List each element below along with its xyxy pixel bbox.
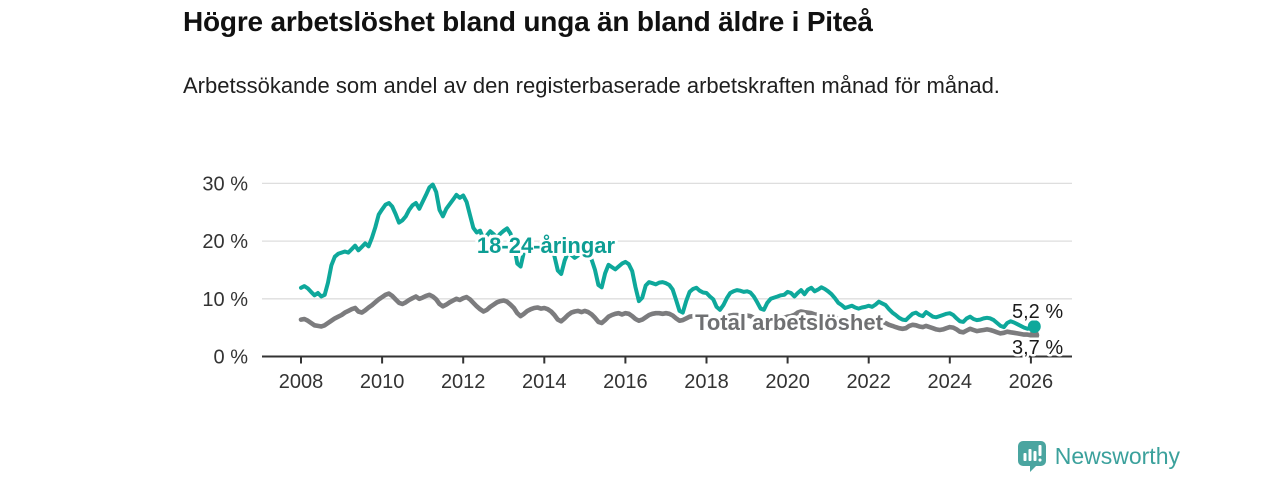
series-line-total [298, 291, 1037, 338]
x-axis-tick-label: 2018 [684, 371, 729, 393]
series-end-dot-total [1029, 330, 1040, 341]
brand-name: Newsworthy [1054, 442, 1180, 469]
x-axis-tick-label: 2008 [279, 371, 324, 393]
chart-title: Högre arbetslöshet bland unga än bland ä… [183, 6, 873, 37]
newsworthy-logo[interactable]: Newsworthy [1017, 440, 1180, 472]
x-axis-tick-label: 2012 [441, 371, 486, 393]
y-axis-tick-label: 10 % [202, 289, 248, 311]
y-axis-tick-label: 0 % [214, 347, 249, 369]
axis-layer: 0 % 10 % 20 % 30 % 2008 2010 2012 2014 2016 2018 2… [202, 173, 1072, 393]
x-axis-tick-label: 2020 [765, 371, 810, 393]
series-label-youth: 18-24-åringar [477, 233, 616, 258]
x-axis-tick-label: 2026 [1009, 371, 1054, 393]
series-layer [298, 182, 1041, 341]
x-axis-tick-label: 2024 [928, 371, 973, 393]
x-axis-tick-label: 2016 [603, 371, 648, 393]
end-value-label-total: 3,7 % [1012, 337, 1063, 359]
x-axis-tick-label: 2010 [360, 371, 405, 393]
x-axis-tick-label: 2022 [846, 371, 891, 393]
end-value-label-youth: 5,2 % [1012, 301, 1063, 323]
y-axis-tick-label: 30 % [202, 173, 248, 195]
series-line-youth [299, 182, 1037, 331]
series-labels-layer: 18-24-åringar Total arbetslöshet 5,2 % 3… [474, 230, 1066, 362]
bar-chart-bubble-icon [1017, 441, 1046, 472]
y-axis-tick-label: 20 % [202, 231, 248, 253]
series-end-dot-youth [1027, 319, 1041, 333]
chart-subtitle: Arbetssökande som andel av den registerb… [183, 73, 1000, 98]
series-label-total: Total arbetslöshet [695, 310, 884, 335]
x-axis-tick-label: 2014 [522, 371, 567, 393]
